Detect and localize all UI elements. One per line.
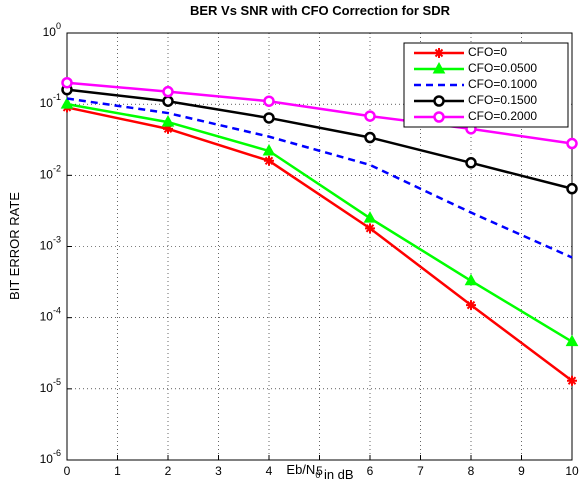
x-tick-label: 8	[468, 464, 475, 478]
marker	[262, 143, 276, 156]
legend-label: CFO=0	[468, 45, 507, 59]
marker	[264, 155, 274, 166]
series-line	[66, 81, 573, 145]
marker	[365, 223, 375, 234]
marker	[433, 111, 445, 123]
marker	[60, 97, 74, 109]
x-tick-label: 9	[518, 464, 525, 478]
x-tick-label: 1	[114, 464, 121, 478]
x-tick-label: 2	[165, 464, 172, 478]
legend-label: CFO=0.1500	[468, 93, 537, 107]
x-tick-label: 5	[316, 464, 323, 478]
series-line	[66, 88, 573, 190]
series-line	[66, 97, 573, 259]
legend-label: CFO=0.2000	[468, 109, 537, 123]
x-tick-label: 10	[565, 464, 579, 478]
marker	[364, 131, 376, 144]
y-tick-label: 100	[43, 21, 61, 39]
y-tick-label: 10-3	[40, 235, 61, 253]
marker	[567, 375, 577, 386]
marker	[464, 273, 478, 286]
series-line	[66, 102, 573, 343]
series-line	[66, 106, 573, 382]
marker	[432, 61, 446, 74]
legend-label: CFO=0.0500	[468, 61, 537, 75]
plot-frame	[66, 32, 573, 461]
x-tick-label: 3	[215, 464, 222, 478]
marker	[263, 112, 275, 124]
legend-label: CFO=0.1000	[468, 77, 537, 91]
marker	[363, 211, 377, 223]
y-axis-label: BIT ERROR RATE	[7, 192, 22, 300]
marker	[162, 95, 174, 107]
x-tick-label: 6	[367, 464, 374, 478]
marker	[364, 110, 376, 122]
x-tick-label: 7	[417, 464, 424, 478]
chart-title: BER Vs SNR with CFO Correction for SDR	[190, 3, 451, 18]
marker	[433, 95, 445, 107]
x-axis-label: Eb/N0 in dB	[286, 462, 353, 481]
x-tick-label: 0	[64, 464, 71, 478]
marker	[465, 157, 477, 169]
marker	[565, 334, 579, 347]
marker	[434, 48, 444, 58]
y-tick-label: 10-5	[40, 377, 61, 395]
marker	[566, 137, 578, 150]
marker	[263, 95, 275, 107]
marker	[162, 85, 174, 98]
x-tick-label: 4	[266, 464, 273, 478]
marker	[61, 76, 73, 89]
marker	[161, 115, 175, 127]
y-tick-label: 10-6	[40, 448, 61, 466]
y-tick-label: 10-2	[40, 164, 61, 182]
marker	[466, 300, 476, 311]
marker	[163, 123, 173, 134]
marker	[566, 182, 578, 195]
y-tick-label: 10-1	[40, 93, 61, 111]
y-tick-label: 10-4	[40, 306, 61, 324]
